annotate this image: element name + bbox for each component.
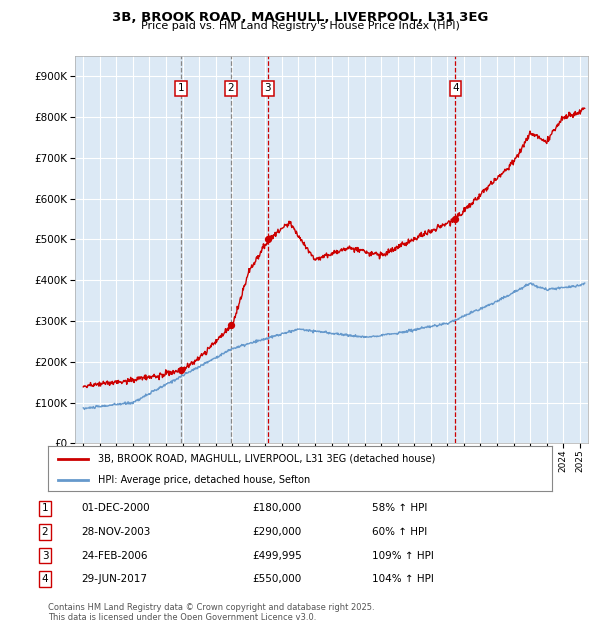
Text: 4: 4 xyxy=(41,574,49,584)
Text: 29-JUN-2017: 29-JUN-2017 xyxy=(81,574,147,584)
Text: 3B, BROOK ROAD, MAGHULL, LIVERPOOL, L31 3EG: 3B, BROOK ROAD, MAGHULL, LIVERPOOL, L31 … xyxy=(112,11,488,24)
Text: £180,000: £180,000 xyxy=(252,503,301,513)
Point xyxy=(263,234,272,244)
Text: 24-FEB-2006: 24-FEB-2006 xyxy=(81,551,148,560)
Text: 3: 3 xyxy=(265,84,271,94)
Text: HPI: Average price, detached house, Sefton: HPI: Average price, detached house, Seft… xyxy=(98,475,311,485)
Point xyxy=(176,365,186,375)
Text: 01-DEC-2000: 01-DEC-2000 xyxy=(81,503,149,513)
Text: 2: 2 xyxy=(41,527,49,537)
Text: 3: 3 xyxy=(41,551,49,560)
Text: £290,000: £290,000 xyxy=(252,527,301,537)
Text: 104% ↑ HPI: 104% ↑ HPI xyxy=(372,574,434,584)
Text: 4: 4 xyxy=(452,84,459,94)
Text: 109% ↑ HPI: 109% ↑ HPI xyxy=(372,551,434,560)
Text: 60% ↑ HPI: 60% ↑ HPI xyxy=(372,527,427,537)
Text: Contains HM Land Registry data © Crown copyright and database right 2025.
This d: Contains HM Land Registry data © Crown c… xyxy=(48,603,374,620)
Text: 1: 1 xyxy=(178,84,185,94)
Text: 1: 1 xyxy=(41,503,49,513)
Text: £550,000: £550,000 xyxy=(252,574,301,584)
Point xyxy=(451,214,460,224)
Text: 2: 2 xyxy=(227,84,234,94)
Text: 28-NOV-2003: 28-NOV-2003 xyxy=(81,527,151,537)
Text: 58% ↑ HPI: 58% ↑ HPI xyxy=(372,503,427,513)
Point xyxy=(226,320,236,330)
Text: Price paid vs. HM Land Registry's House Price Index (HPI): Price paid vs. HM Land Registry's House … xyxy=(140,21,460,31)
Text: £499,995: £499,995 xyxy=(252,551,302,560)
Text: 3B, BROOK ROAD, MAGHULL, LIVERPOOL, L31 3EG (detached house): 3B, BROOK ROAD, MAGHULL, LIVERPOOL, L31 … xyxy=(98,454,436,464)
